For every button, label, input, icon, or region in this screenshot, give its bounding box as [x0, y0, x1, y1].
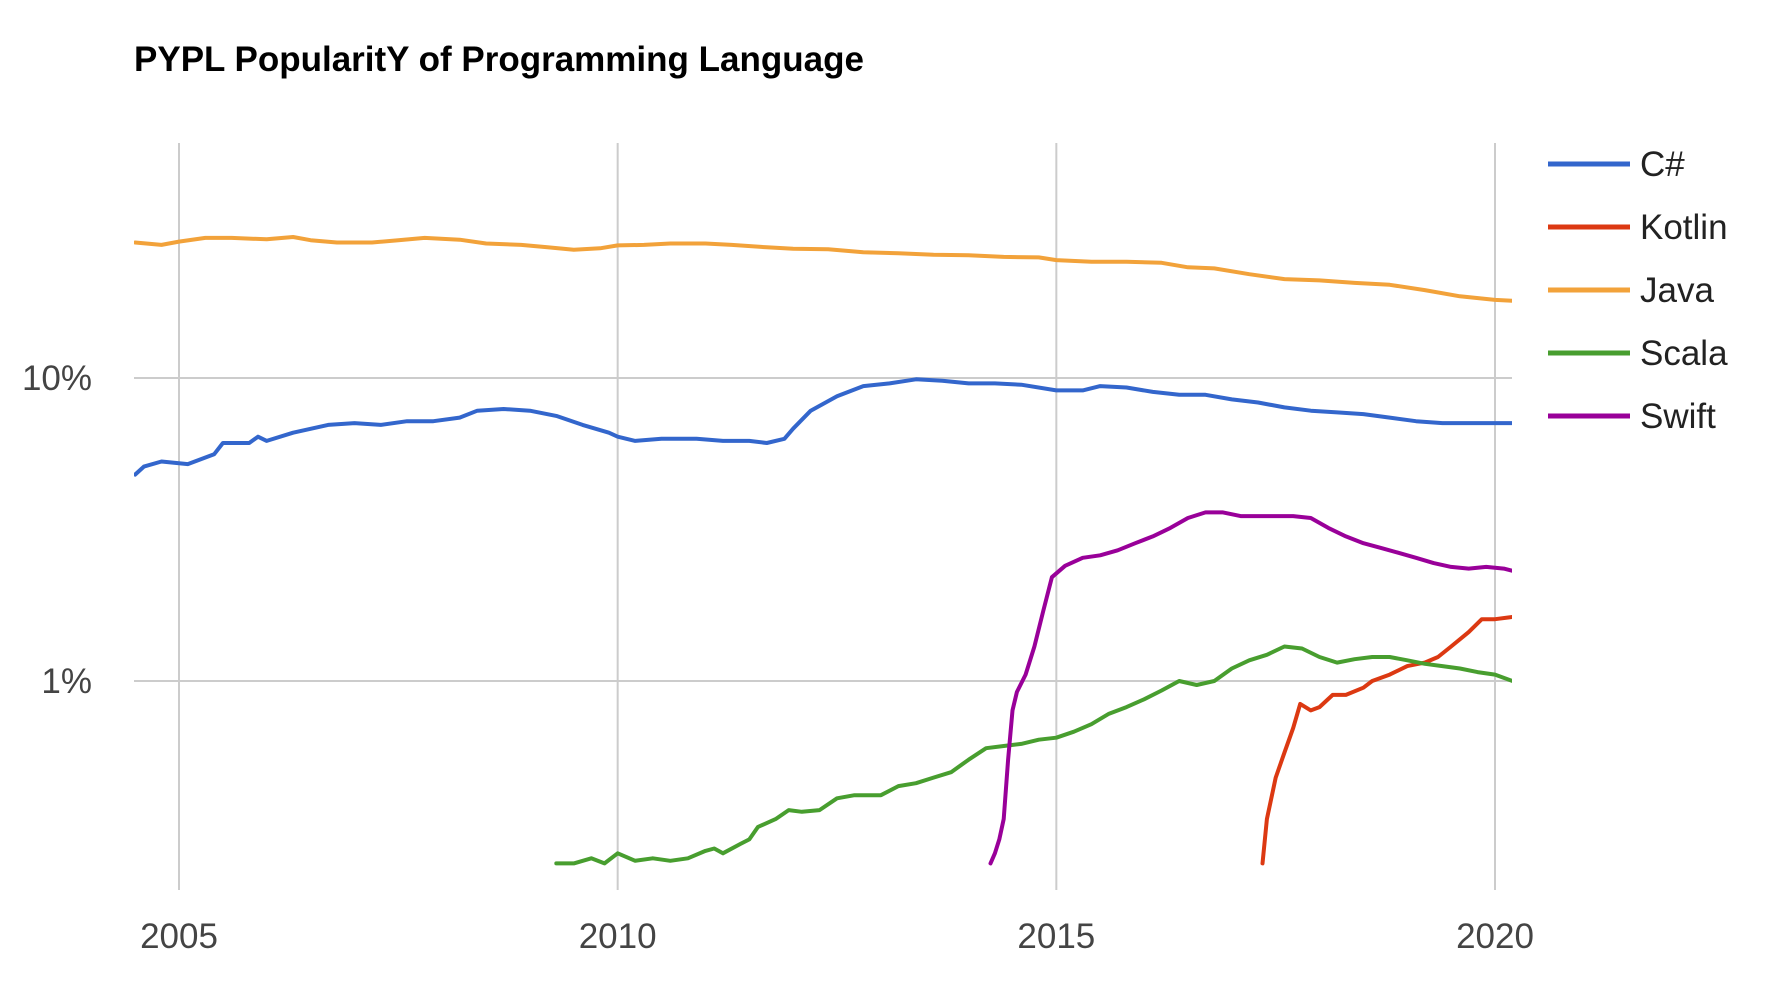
series-c-: [134, 377, 1512, 477]
series-line: [134, 235, 1512, 303]
legend-label: Kotlin: [1640, 208, 1728, 247]
series-kotlin: [1260, 614, 1512, 866]
legend-item: Kotlin: [1548, 208, 1728, 247]
series-line: [988, 510, 1512, 866]
x-tick-label: 2005: [140, 917, 218, 956]
legend-label: Swift: [1640, 397, 1716, 436]
legend-label: Scala: [1640, 334, 1728, 373]
legend-item: Swift: [1548, 397, 1716, 436]
chart-title: PYPL PopularitY of Programming Language: [134, 40, 864, 79]
legend-label: C#: [1640, 145, 1685, 184]
x-tick-label: 2020: [1456, 917, 1534, 956]
legend-label: Java: [1640, 271, 1714, 310]
legend: C# Kotlin Java Scala Swift: [1548, 145, 1728, 436]
series-line: [554, 644, 1512, 866]
x-tick-label: 2015: [1017, 917, 1095, 956]
legend-item: Scala: [1548, 334, 1728, 373]
y-tick-label: 1%: [41, 662, 92, 701]
series-java: [134, 235, 1512, 303]
legend-item: Java: [1548, 271, 1714, 310]
legend-item: C#: [1548, 145, 1685, 184]
series-scala: [554, 644, 1512, 866]
y-tick-label: 10%: [22, 359, 92, 398]
series-line: [134, 377, 1512, 477]
x-tick-label: 2010: [579, 917, 657, 956]
gridlines: [134, 143, 1512, 890]
series-swift: [988, 510, 1512, 866]
series-line: [1260, 614, 1512, 866]
